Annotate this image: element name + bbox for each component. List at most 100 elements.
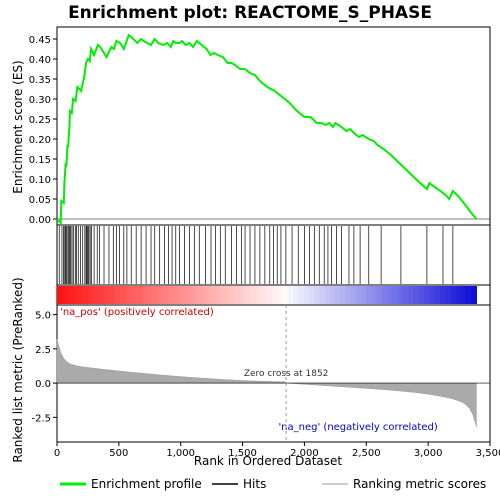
- y-axis-label-es: Enrichment score (ES): [11, 60, 25, 193]
- colorbar-segment: [224, 286, 231, 304]
- colorbar-segment: [277, 286, 284, 304]
- colorbar-segment: [140, 286, 147, 304]
- colorbar-segment: [313, 286, 320, 304]
- colorbar-segment: [413, 286, 420, 304]
- colorbar-segment: [109, 286, 116, 304]
- colorbar-segment: [57, 286, 63, 304]
- colorbar-segment: [402, 286, 409, 304]
- x-tick-label: 3,000: [414, 448, 443, 459]
- colorbar-segment: [229, 286, 236, 304]
- legend-label: Hits: [243, 477, 266, 491]
- colorbar-segment: [256, 286, 263, 304]
- colorbar-segment: [329, 286, 336, 304]
- colorbar-segment: [235, 286, 242, 304]
- es-y-tick-label: 0.00: [29, 215, 51, 226]
- colorbar-segment: [125, 286, 131, 304]
- colorbar-segment: [429, 286, 436, 304]
- colorbar-segment: [334, 286, 341, 304]
- colorbar-segment: [177, 286, 184, 304]
- legend-label: Enrichment profile: [91, 477, 202, 491]
- colorbar-segment: [397, 286, 404, 304]
- colorbar-segment: [376, 286, 383, 304]
- colorbar-segment: [67, 286, 74, 304]
- colorbar-segment: [198, 286, 205, 304]
- colorbar-segment: [371, 286, 378, 304]
- y-axis-label-rank-metric: Ranked list metric (PreRanked): [11, 277, 25, 462]
- negative-correlation-label: 'na_neg' (negatively correlated): [278, 422, 437, 433]
- zero-cross-label: Zero cross at 1852: [244, 369, 329, 379]
- colorbar-segment: [366, 286, 373, 304]
- es-y-tick-label: 0.45: [29, 35, 51, 46]
- colorbar-segment: [361, 286, 367, 304]
- colorbar-segment: [345, 286, 352, 304]
- es-y-tick-label: 0.15: [29, 155, 51, 166]
- x-tick-label: 0: [54, 448, 60, 459]
- colorbar-segment: [172, 286, 179, 304]
- colorbar-segment: [355, 286, 362, 304]
- colorbar-segment: [350, 286, 357, 304]
- colorbar-segment: [72, 286, 79, 304]
- colorbar-segment: [439, 286, 446, 304]
- colorbar-segment: [340, 286, 346, 304]
- colorbar-segment: [167, 286, 173, 304]
- es-y-tick-label: 0.40: [29, 55, 51, 66]
- colorbar-segment: [245, 286, 252, 304]
- es-y-tick-label: 0.35: [29, 75, 51, 86]
- colorbar-segment: [161, 286, 168, 304]
- rank-y-tick-label: 5.0: [35, 311, 51, 322]
- colorbar-segment: [266, 286, 273, 304]
- legend: Enrichment profile Hits Ranking metric sco…: [60, 477, 486, 491]
- es-y-tick-label: 0.20: [29, 135, 51, 146]
- colorbar-segment: [455, 286, 462, 304]
- colorbar-segment: [119, 286, 126, 304]
- x-tick-label: 2,000: [290, 448, 319, 459]
- colorbar-segment: [324, 286, 331, 304]
- x-tick-label: 1,500: [228, 448, 257, 459]
- colorbar-segment: [444, 286, 451, 304]
- colorbar-segment: [408, 286, 415, 304]
- rank-y-tick-label: 2.5: [35, 345, 51, 356]
- colorbar-segment: [156, 286, 163, 304]
- colorbar-segment: [182, 286, 189, 304]
- es-line: [56, 33, 478, 226]
- colorbar-segment: [135, 286, 142, 304]
- chart-title: Enrichment plot: REACTOME_S_PHASE: [68, 3, 432, 23]
- es-y-tick-label: 0.05: [29, 195, 51, 206]
- colorbar-segment: [460, 286, 467, 304]
- x-tick-label: 3,500: [476, 448, 500, 459]
- colorbar-segment: [88, 286, 95, 304]
- colorbar-segment: [188, 286, 194, 304]
- colorbar-segment: [261, 286, 268, 304]
- colorbar-segment: [203, 286, 210, 304]
- legend-label: Ranking metric scores: [353, 477, 486, 491]
- colorbar-segment: [450, 286, 457, 304]
- x-tick-label: 1,000: [166, 448, 195, 459]
- colorbar-segment: [62, 286, 69, 304]
- colorbar-segment: [287, 286, 294, 304]
- colorbar-segment: [298, 286, 304, 304]
- colorbar-segment: [146, 286, 152, 304]
- rank-y-tick-label: -2.5: [31, 413, 51, 424]
- colorbar-segment: [98, 286, 105, 304]
- positive-correlation-label: 'na_pos' (positively correlated): [60, 307, 214, 318]
- colorbar-segment: [271, 286, 278, 304]
- colorbar-segment: [93, 286, 100, 304]
- colorbar-segment: [303, 286, 310, 304]
- colorbar-segment: [292, 286, 299, 304]
- es-y-tick-label: 0.30: [29, 95, 51, 106]
- colorbar-segment: [250, 286, 257, 304]
- colorbar-segment: [193, 286, 200, 304]
- es-y-tick-label: 0.10: [29, 175, 51, 186]
- x-tick-label: 500: [109, 448, 128, 459]
- colorbar-segment: [382, 286, 388, 304]
- colorbar-segment: [77, 286, 84, 304]
- colorbar-segment: [130, 286, 137, 304]
- colorbar-segment: [418, 286, 425, 304]
- colorbar-segment: [240, 286, 247, 304]
- rank-y-tick-label: 0.0: [35, 379, 51, 390]
- colorbar-segment: [209, 286, 215, 304]
- colorbar-segment: [308, 286, 315, 304]
- colorbar-segment: [83, 286, 90, 304]
